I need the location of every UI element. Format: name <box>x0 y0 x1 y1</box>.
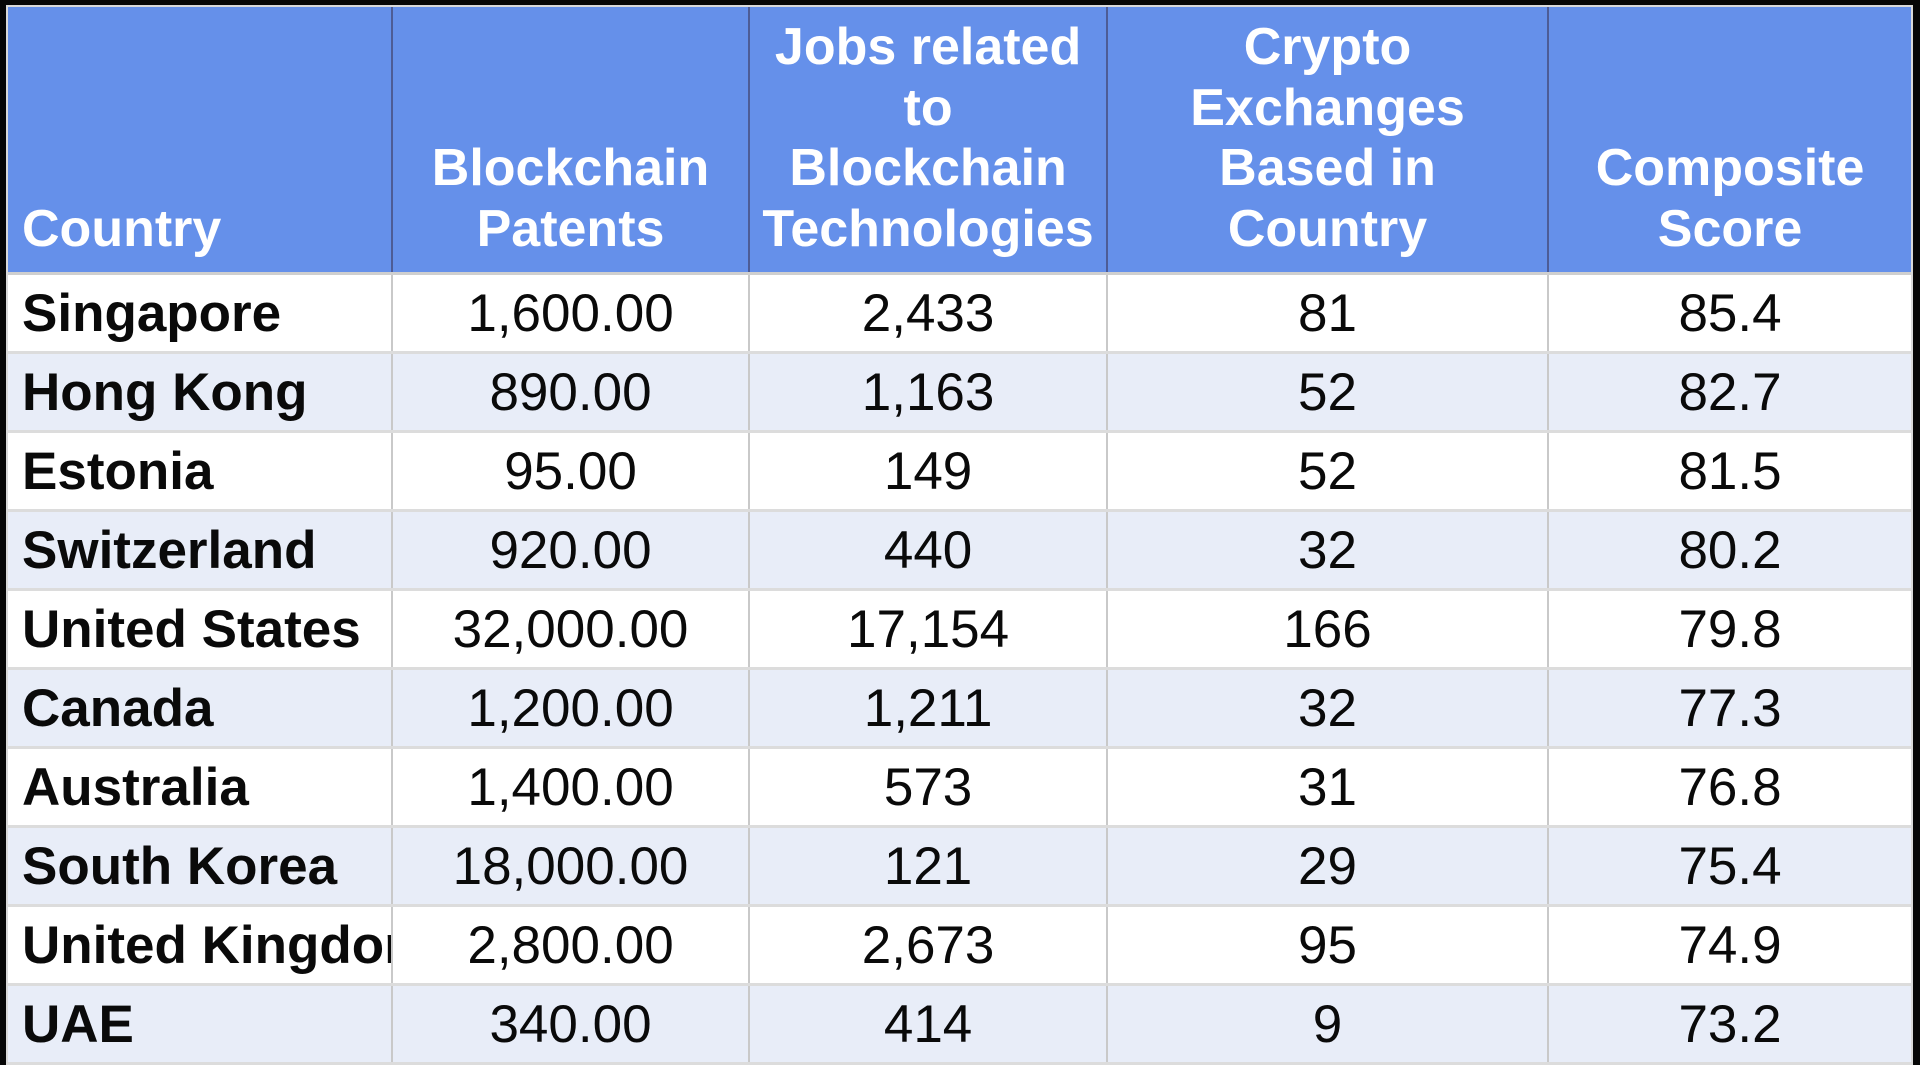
cell-crypto-exchanges-based-in-country: 52 <box>1106 431 1550 512</box>
header-cell-country: Country <box>8 7 393 275</box>
cell-crypto-exchanges-based-in-country: 95 <box>1106 905 1550 986</box>
cell-crypto-exchanges-based-in-country: 29 <box>1106 826 1550 907</box>
cell-blockchain-patents: 2,800.00 <box>391 905 751 986</box>
table-row: Hong Kong 890.00 1,163 52 82.7 <box>8 352 1911 433</box>
cell-jobs-related-to-blockchain: 2,673 <box>749 905 1108 986</box>
cell-jobs-related-to-blockchain: 121 <box>749 826 1108 907</box>
cell-blockchain-patents: 95.00 <box>391 431 751 512</box>
cell-crypto-exchanges-based-in-country: 52 <box>1106 352 1550 433</box>
cell-blockchain-patents: 920.00 <box>391 510 751 591</box>
cell-crypto-exchanges-based-in-country: 32 <box>1106 668 1550 749</box>
cell-jobs-related-to-blockchain: 414 <box>749 984 1108 1065</box>
header-cell-crypto-exchanges-based-in-country: Crypto Exchanges Based in Country <box>1106 7 1550 275</box>
cell-jobs-related-to-blockchain: 1,163 <box>749 352 1108 433</box>
cell-blockchain-patents: 1,400.00 <box>391 747 751 828</box>
cell-country: UAE <box>8 984 393 1065</box>
cell-blockchain-patents: 18,000.00 <box>391 826 751 907</box>
cell-country: Estonia <box>8 431 393 512</box>
cell-jobs-related-to-blockchain: 440 <box>749 510 1108 591</box>
cell-composite-score: 73.2 <box>1548 984 1911 1065</box>
cell-composite-score: 76.8 <box>1548 747 1911 828</box>
cell-blockchain-patents: 340.00 <box>391 984 751 1065</box>
table-body: Singapore 1,600.00 2,433 81 85.4 Hong Kong 890… <box>8 273 1911 1065</box>
cell-jobs-related-to-blockchain: 573 <box>749 747 1108 828</box>
cell-jobs-related-to-blockchain: 149 <box>749 431 1108 512</box>
cell-jobs-related-to-blockchain: 1,211 <box>749 668 1108 749</box>
cell-country: Hong Kong <box>8 352 393 433</box>
cell-crypto-exchanges-based-in-country: 32 <box>1106 510 1550 591</box>
cell-composite-score: 77.3 <box>1548 668 1911 749</box>
table-row: Australia 1,400.00 573 31 76.8 <box>8 747 1911 828</box>
cell-crypto-exchanges-based-in-country: 81 <box>1106 273 1550 354</box>
header-cell-composite-score: Composite Score <box>1548 7 1911 275</box>
cell-composite-score: 85.4 <box>1548 273 1911 354</box>
cell-composite-score: 75.4 <box>1548 826 1911 907</box>
header-row: Country Blockchain Patents Jobs related to… <box>8 7 1911 275</box>
cell-crypto-exchanges-based-in-country: 9 <box>1106 984 1550 1065</box>
cell-country: Switzerland <box>8 510 393 591</box>
table-row: United States 32,000.00 17,154 166 79.8 <box>8 589 1911 670</box>
cell-composite-score: 79.8 <box>1548 589 1911 670</box>
cell-crypto-exchanges-based-in-country: 166 <box>1106 589 1550 670</box>
cell-composite-score: 74.9 <box>1548 905 1911 986</box>
table-header: Country Blockchain Patents Jobs related to… <box>8 7 1911 275</box>
cell-jobs-related-to-blockchain: 17,154 <box>749 589 1108 670</box>
header-cell-jobs-related-to-blockchain: Jobs related to Blockchain Technologies <box>749 7 1108 275</box>
cell-composite-score: 82.7 <box>1548 352 1911 433</box>
cell-blockchain-patents: 1,200.00 <box>391 668 751 749</box>
cell-blockchain-patents: 890.00 <box>391 352 751 433</box>
cell-country: Canada <box>8 668 393 749</box>
cell-country: South Korea <box>8 826 393 907</box>
table-row: Canada 1,200.00 1,211 32 77.3 <box>8 668 1911 749</box>
blockchain-country-table: Country Blockchain Patents Jobs related to… <box>8 7 1911 1065</box>
cell-blockchain-patents: 32,000.00 <box>391 589 751 670</box>
cell-country: United States <box>8 589 393 670</box>
header-cell-blockchain-patents: Blockchain Patents <box>391 7 751 275</box>
table-row: Switzerland 920.00 440 32 80.2 <box>8 510 1911 591</box>
cell-jobs-related-to-blockchain: 2,433 <box>749 273 1108 354</box>
cell-country: United Kingdom <box>8 905 393 986</box>
table-row: United Kingdom 2,800.00 2,673 95 74.9 <box>8 905 1911 986</box>
table-row: South Korea 18,000.00 121 29 75.4 <box>8 826 1911 907</box>
table-row: UAE 340.00 414 9 73.2 <box>8 984 1911 1065</box>
cell-crypto-exchanges-based-in-country: 31 <box>1106 747 1550 828</box>
table-row: Singapore 1,600.00 2,433 81 85.4 <box>8 273 1911 354</box>
cell-blockchain-patents: 1,600.00 <box>391 273 751 354</box>
cell-country: Singapore <box>8 273 393 354</box>
cell-composite-score: 80.2 <box>1548 510 1911 591</box>
table-row: Estonia 95.00 149 52 81.5 <box>8 431 1911 512</box>
spreadsheet-table-frame: Country Blockchain Patents Jobs related to… <box>6 5 1913 1065</box>
cell-composite-score: 81.5 <box>1548 431 1911 512</box>
cell-country: Australia <box>8 747 393 828</box>
